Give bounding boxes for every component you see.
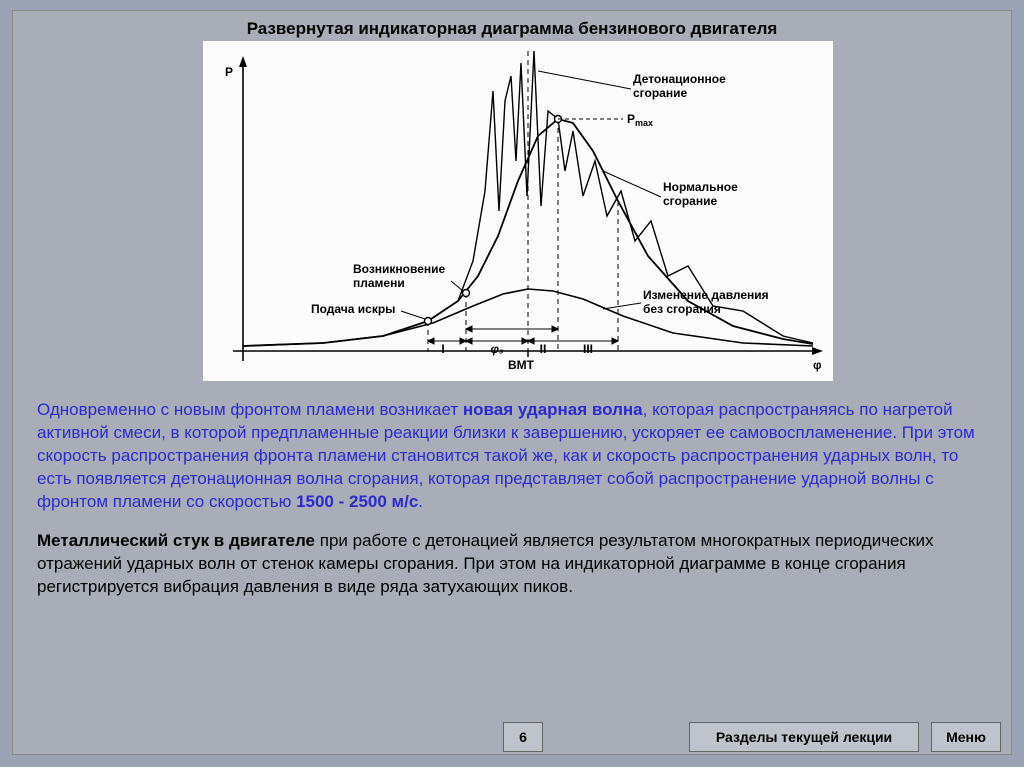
paragraph-1: Одновременно с новым фронтом пламени воз… [37, 399, 989, 514]
p1-bold1: новая ударная волна [463, 400, 643, 419]
p1-pre: Одновременно с новым фронтом пламени воз… [37, 400, 463, 419]
phase-III: III [583, 342, 593, 356]
callout-detonation-2: сгорание [633, 86, 687, 100]
diagram-svg: P φ Pmax [203, 41, 833, 381]
bmt-label: ВМТ [508, 358, 535, 372]
body-text: Одновременно с новым фронтом пламени воз… [37, 399, 989, 615]
page-number: 6 [503, 722, 543, 752]
indicator-diagram: P φ Pmax [203, 41, 833, 381]
p1-end: . [418, 492, 423, 511]
callout-flame-1: Возникновение [353, 262, 446, 276]
p1-bold2: 1500 - 2500 м/с [296, 492, 418, 511]
marker-flame [463, 290, 470, 297]
sections-button[interactable]: Разделы текущей лекции [689, 722, 919, 752]
callout-spark: Подача искры [311, 302, 395, 316]
callout-normal-2: сгорание [663, 194, 717, 208]
p2-bold: Металлический стук в двигателе [37, 531, 315, 550]
menu-button[interactable]: Меню [931, 722, 1001, 752]
y-axis-label: P [225, 65, 233, 79]
callout-nocomb-2: без сгорания [643, 302, 721, 316]
x-axis-label: φ [813, 358, 822, 372]
callout-nocomb-1: Изменение давления [643, 288, 769, 302]
callout-detonation-1: Детонационное [633, 72, 726, 86]
slide-frame: Развернутая индикаторная диаграмма бензи… [12, 10, 1012, 755]
phase-II: II [540, 342, 547, 356]
footer-bar: 6 Разделы текущей лекции Меню [13, 722, 1011, 754]
marker-spark [425, 318, 432, 325]
callout-normal-1: Нормальное [663, 180, 738, 194]
phase-I: I [441, 342, 444, 356]
callout-flame-2: пламени [353, 276, 405, 290]
phase-phi3: φ₃ [490, 342, 503, 356]
pmax-label: Pmax [627, 112, 653, 128]
slide-title: Развернутая индикаторная диаграмма бензи… [13, 19, 1011, 39]
paragraph-2: Металлический стук в двигателе при работ… [37, 530, 989, 599]
